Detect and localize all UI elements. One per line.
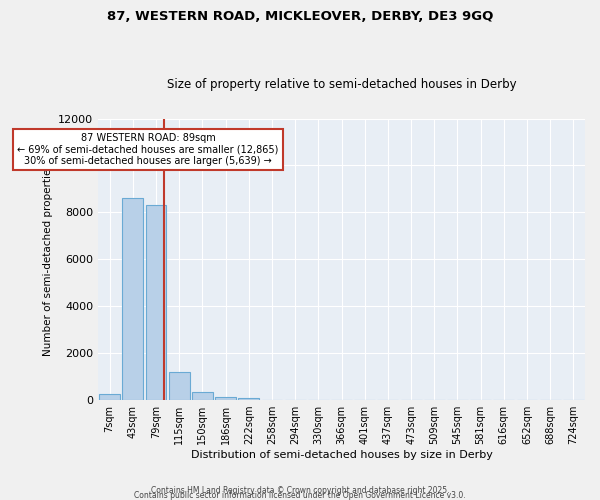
Text: Contains HM Land Registry data © Crown copyright and database right 2025.: Contains HM Land Registry data © Crown c… (151, 486, 449, 495)
Text: 87, WESTERN ROAD, MICKLEOVER, DERBY, DE3 9GQ: 87, WESTERN ROAD, MICKLEOVER, DERBY, DE3… (107, 10, 493, 23)
Bar (99, 394, 120, 400)
Bar (215, 396, 236, 400)
Bar (169, 372, 190, 400)
Bar (122, 198, 143, 400)
Bar (238, 398, 259, 400)
Text: Contains public sector information licensed under the Open Government Licence v3: Contains public sector information licen… (134, 491, 466, 500)
Bar (192, 392, 213, 400)
X-axis label: Distribution of semi-detached houses by size in Derby: Distribution of semi-detached houses by … (191, 450, 493, 460)
Text: 87 WESTERN ROAD: 89sqm
← 69% of semi-detached houses are smaller (12,865)
30% of: 87 WESTERN ROAD: 89sqm ← 69% of semi-det… (17, 132, 278, 166)
Bar (146, 206, 166, 400)
Y-axis label: Number of semi-detached properties: Number of semi-detached properties (43, 163, 53, 356)
Title: Size of property relative to semi-detached houses in Derby: Size of property relative to semi-detach… (167, 78, 517, 91)
